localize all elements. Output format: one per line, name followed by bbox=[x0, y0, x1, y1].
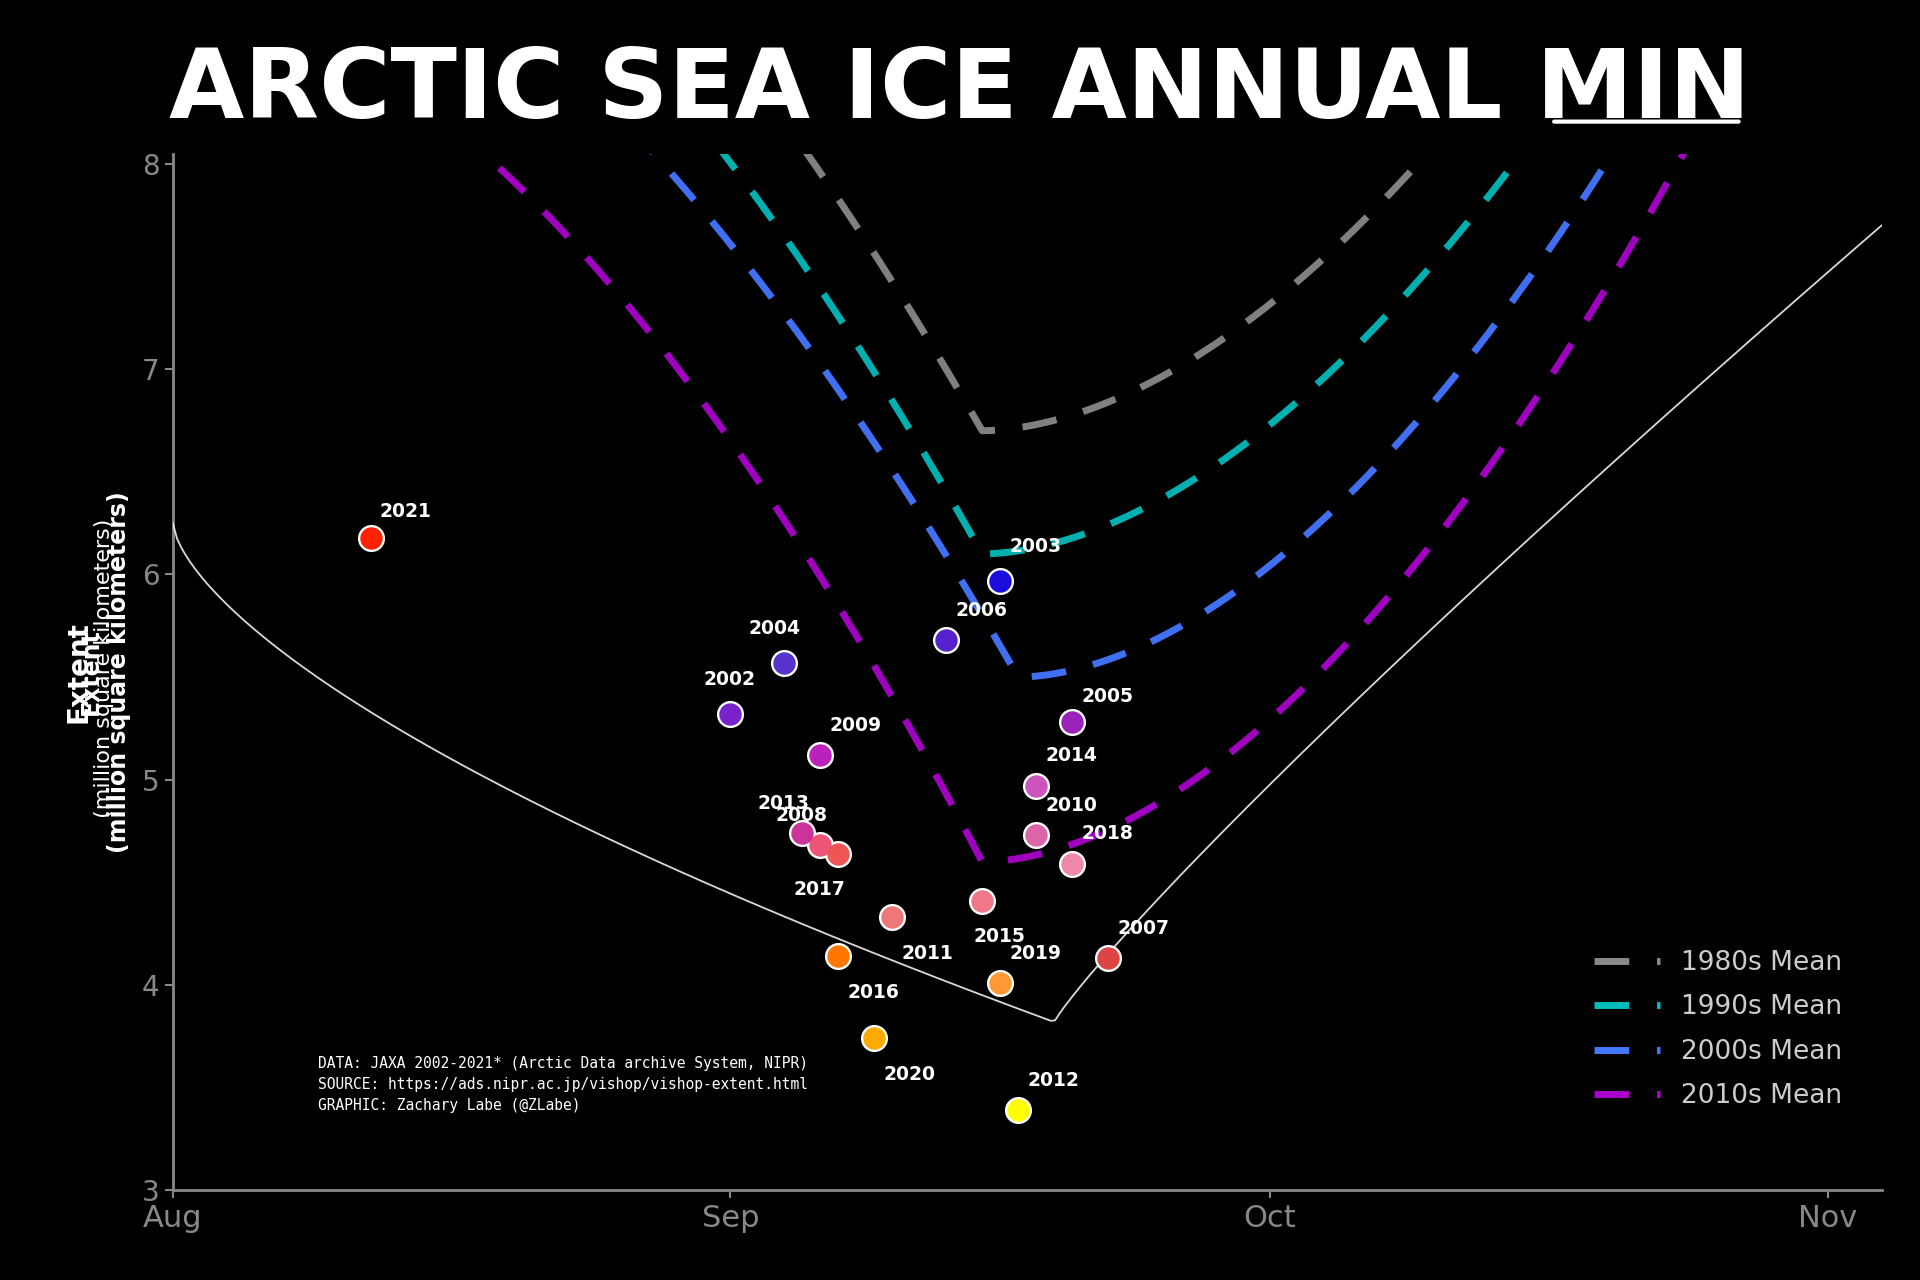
Point bbox=[770, 653, 801, 673]
Point bbox=[1056, 854, 1087, 874]
Point bbox=[824, 844, 854, 864]
Text: 2021: 2021 bbox=[380, 502, 432, 521]
Text: 2009: 2009 bbox=[829, 716, 881, 735]
Point bbox=[804, 836, 835, 856]
Text: 2017: 2017 bbox=[793, 879, 845, 899]
Text: 2015: 2015 bbox=[973, 927, 1025, 946]
Point bbox=[1002, 1100, 1033, 1120]
Point bbox=[985, 973, 1016, 993]
Point bbox=[355, 527, 386, 548]
Text: 2018: 2018 bbox=[1081, 824, 1133, 844]
Text: 2002: 2002 bbox=[703, 671, 755, 690]
Point bbox=[985, 571, 1016, 591]
Text: 2019: 2019 bbox=[1010, 943, 1062, 963]
Text: 2012: 2012 bbox=[1027, 1071, 1079, 1089]
Point bbox=[787, 823, 818, 844]
Text: 2010: 2010 bbox=[1044, 796, 1096, 814]
Text: 2003: 2003 bbox=[1010, 538, 1062, 556]
Point bbox=[824, 946, 854, 966]
Text: 2007: 2007 bbox=[1117, 919, 1169, 938]
Text: 2016: 2016 bbox=[847, 983, 899, 1001]
Point bbox=[1056, 712, 1087, 732]
Point bbox=[824, 946, 854, 966]
Point bbox=[931, 630, 962, 650]
Point bbox=[1021, 776, 1052, 796]
Legend: 1980s Mean, 1990s Mean, 2000s Mean, 2010s Mean: 1980s Mean, 1990s Mean, 2000s Mean, 2010… bbox=[1567, 924, 1868, 1135]
Text: 2004: 2004 bbox=[749, 620, 801, 639]
Point bbox=[804, 836, 835, 856]
Point bbox=[804, 745, 835, 765]
Y-axis label: Extent
(million square kilometers): Extent (million square kilometers) bbox=[79, 492, 131, 852]
Point bbox=[714, 704, 745, 724]
Point bbox=[968, 891, 998, 911]
Text: 2008: 2008 bbox=[776, 806, 828, 824]
Point bbox=[1092, 948, 1123, 969]
Point bbox=[968, 891, 998, 911]
Point bbox=[931, 630, 962, 650]
Point bbox=[1002, 1100, 1033, 1120]
Point bbox=[858, 1028, 889, 1048]
Point bbox=[1056, 854, 1087, 874]
Point bbox=[985, 973, 1016, 993]
Point bbox=[804, 745, 835, 765]
Point bbox=[877, 908, 908, 928]
Point bbox=[985, 571, 1016, 591]
Point bbox=[787, 823, 818, 844]
Point bbox=[355, 527, 386, 548]
Point bbox=[858, 1028, 889, 1048]
Text: 2014: 2014 bbox=[1044, 746, 1096, 765]
Text: (million square kilometers): (million square kilometers) bbox=[94, 518, 115, 826]
Text: 2011: 2011 bbox=[900, 943, 952, 963]
Point bbox=[1021, 826, 1052, 846]
Point bbox=[877, 908, 908, 928]
Text: ARCTIC SEA ICE ANNUAL MIN: ARCTIC SEA ICE ANNUAL MIN bbox=[169, 45, 1751, 138]
Text: 2013: 2013 bbox=[756, 794, 810, 813]
Point bbox=[1056, 712, 1087, 732]
Point bbox=[1021, 776, 1052, 796]
Text: Extent: Extent bbox=[65, 621, 92, 723]
Text: DATA: JAXA 2002-2021* (Arctic Data archive System, NIPR)
SOURCE: https://ads.nip: DATA: JAXA 2002-2021* (Arctic Data archi… bbox=[319, 1056, 808, 1112]
Point bbox=[714, 704, 745, 724]
Point bbox=[1021, 826, 1052, 846]
Text: 2005: 2005 bbox=[1081, 687, 1133, 705]
Point bbox=[824, 844, 854, 864]
Text: 2006: 2006 bbox=[956, 600, 1008, 620]
Text: 2020: 2020 bbox=[883, 1065, 935, 1084]
Point bbox=[1092, 948, 1123, 969]
Point bbox=[770, 653, 801, 673]
